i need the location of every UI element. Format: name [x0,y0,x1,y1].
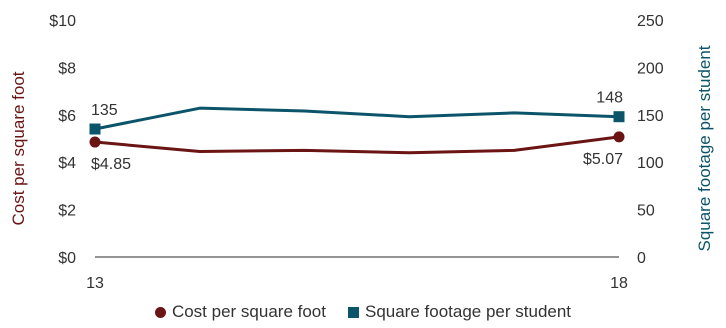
legend-label-footage: Square footage per student [364,302,572,321]
data-label: $5.07 [583,151,623,168]
x-tick-label: 13 [86,275,104,292]
right-tick-label: 150 [637,108,664,125]
left-tick-label: $8 [58,60,76,77]
data-point-marker [613,131,625,143]
data-point-marker [613,111,625,123]
right-tick-label: 100 [637,155,664,172]
series-line-1 [94,106,620,131]
left-tick-label: $0 [58,250,76,267]
data-label: 148 [596,90,623,107]
right-tick-label: 250 [637,13,664,30]
legend-item-cost: Cost per square foot [154,302,326,322]
series-line-0 [94,135,620,155]
data-label: 135 [91,102,118,119]
line-chart: $0 $2 $4 $6 $8 $10 0 50 100 150 200 250 13 18 Cost … [9,13,714,292]
right-tick-label: 0 [637,250,646,267]
left-tick-label: $6 [58,108,76,125]
legend-item-footage: Square footage per student [347,302,572,322]
left-tick-label: $2 [58,203,76,220]
series-layer: $4.85 $5.07 135 148 [89,90,625,173]
right-axis-title: Square footage per student [695,45,714,251]
data-label: $4.85 [91,156,131,173]
data-point-marker [89,136,101,148]
legend-label-cost: Cost per square foot [171,302,326,321]
legend: Cost per square foot Square footage per … [0,300,726,324]
left-tick-label: $10 [49,13,76,30]
square-marker-icon [347,306,359,318]
x-axis-ticks: 13 18 [86,275,628,292]
right-tick-label: 50 [637,203,655,220]
data-point-marker [89,123,101,135]
left-axis-title: Cost per square foot [9,71,28,225]
left-tick-label: $4 [58,155,76,172]
circle-marker-icon [154,306,166,318]
left-axis-ticks: $0 $2 $4 $6 $8 $10 [49,13,76,267]
x-tick-label: 18 [610,275,628,292]
right-tick-label: 200 [637,60,664,77]
right-axis-ticks: 0 50 100 150 200 250 [637,13,664,267]
